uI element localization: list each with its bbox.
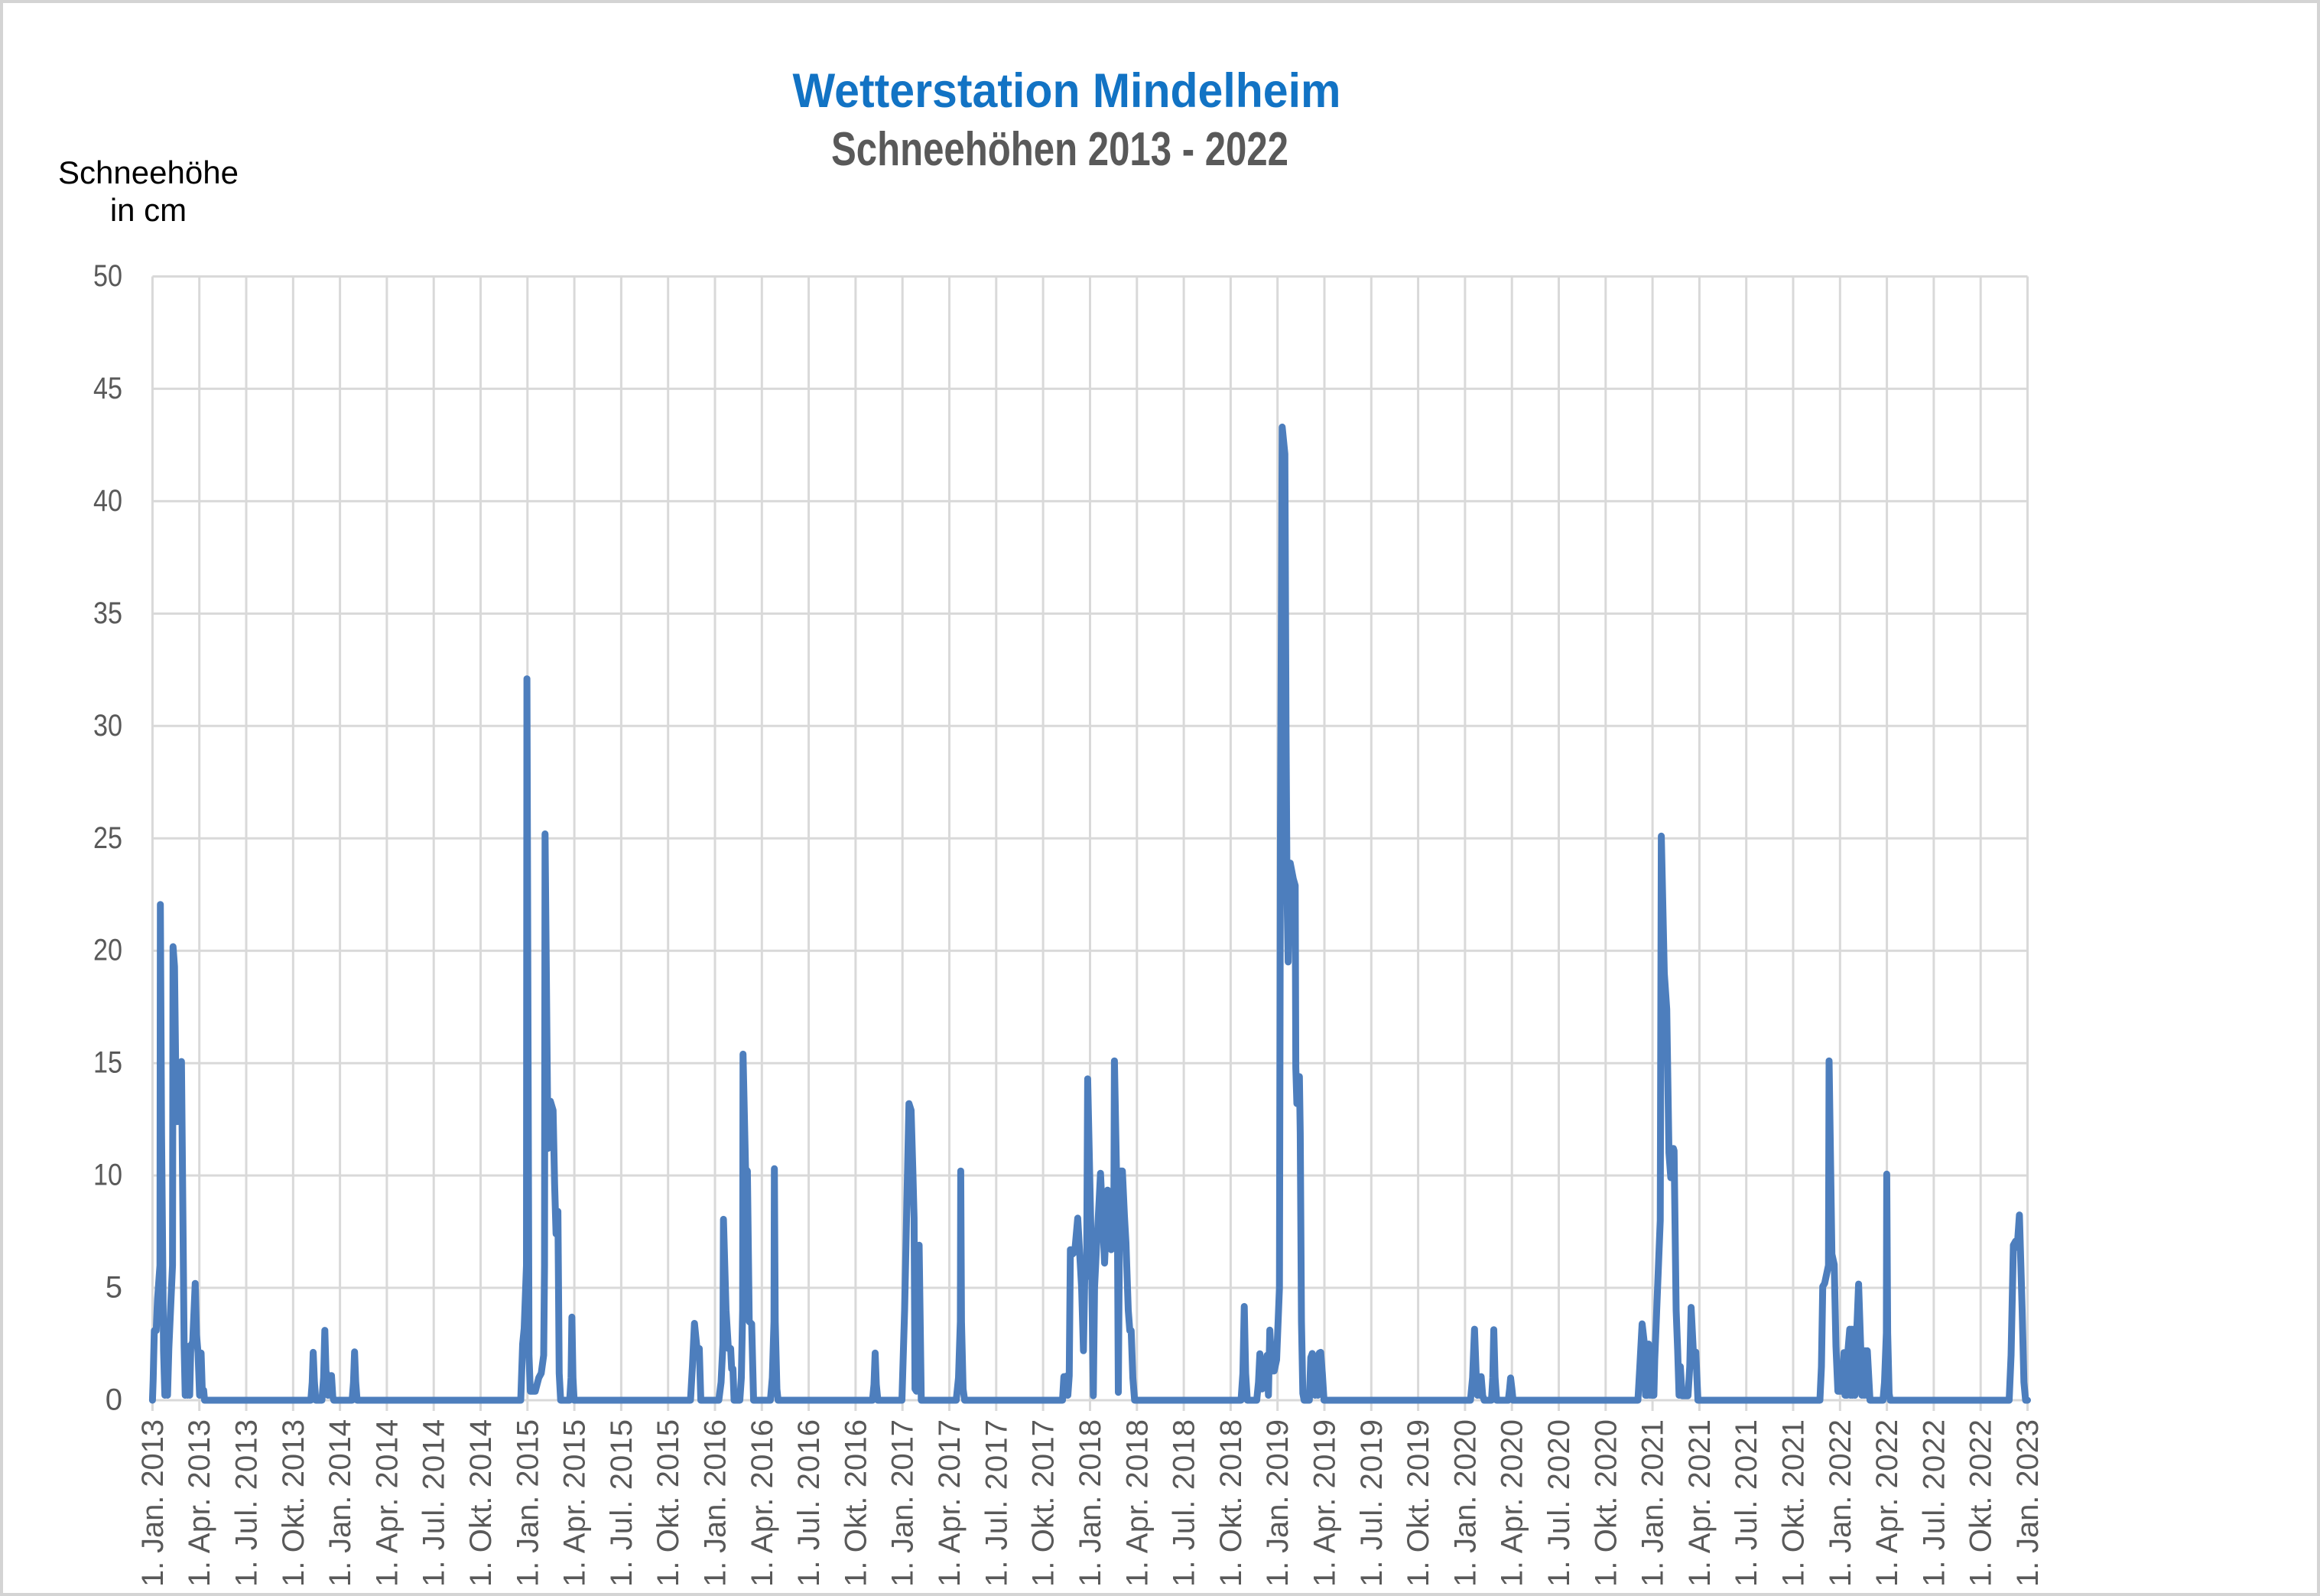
svg-text:1. Jul. 2015: 1. Jul. 2015 <box>605 1419 638 1587</box>
svg-text:35: 35 <box>93 596 122 630</box>
svg-text:1. Okt. 2017: 1. Okt. 2017 <box>1027 1419 1061 1587</box>
svg-text:1. Jul. 2018: 1. Jul. 2018 <box>1168 1419 1201 1587</box>
svg-text:1. Jan. 2021: 1. Jan. 2021 <box>1636 1419 1670 1587</box>
svg-text:1. Jul. 2016: 1. Jul. 2016 <box>792 1419 826 1587</box>
svg-text:1. Jul. 2020: 1. Jul. 2020 <box>1542 1419 1576 1587</box>
svg-text:1. Okt. 2022: 1. Okt. 2022 <box>1964 1419 1998 1587</box>
svg-text:1. Apr. 2014: 1. Apr. 2014 <box>370 1419 404 1587</box>
svg-text:1. Okt. 2015: 1. Okt. 2015 <box>651 1419 685 1587</box>
svg-text:1. Jan. 2022: 1. Jan. 2022 <box>1824 1419 1857 1587</box>
svg-text:1. Okt. 2018: 1. Okt. 2018 <box>1214 1419 1248 1587</box>
svg-text:1. Apr. 2016: 1. Apr. 2016 <box>746 1419 779 1587</box>
svg-text:5: 5 <box>106 1271 122 1305</box>
svg-text:1. Jan. 2016: 1. Jan. 2016 <box>699 1419 733 1587</box>
svg-text:25: 25 <box>93 821 122 855</box>
svg-text:1. Okt. 2020: 1. Okt. 2020 <box>1589 1419 1623 1587</box>
svg-text:1. Jan. 2014: 1. Jan. 2014 <box>323 1419 357 1587</box>
svg-text:15: 15 <box>93 1046 122 1080</box>
svg-text:10: 10 <box>93 1159 122 1192</box>
svg-text:1. Jan. 2017: 1. Jan. 2017 <box>886 1419 920 1587</box>
svg-text:1. Jan. 2018: 1. Jan. 2018 <box>1074 1419 1107 1587</box>
svg-text:1. Jan. 2020: 1. Jan. 2020 <box>1448 1419 1482 1587</box>
svg-text:1. Jul. 2013: 1. Jul. 2013 <box>230 1419 264 1587</box>
svg-text:1. Okt. 2016: 1. Okt. 2016 <box>839 1419 872 1587</box>
svg-text:1. Jan. 2013: 1. Jan. 2013 <box>136 1419 170 1587</box>
svg-text:1. Jul. 2022: 1. Jul. 2022 <box>1917 1419 1951 1587</box>
svg-text:1. Apr. 2015: 1. Apr. 2015 <box>558 1419 592 1587</box>
svg-text:50: 50 <box>93 259 122 293</box>
svg-text:1. Apr. 2013: 1. Apr. 2013 <box>183 1419 216 1587</box>
svg-text:20: 20 <box>93 934 122 967</box>
svg-text:1. Jul. 2014: 1. Jul. 2014 <box>418 1419 451 1587</box>
svg-text:1. Jul. 2019: 1. Jul. 2019 <box>1355 1419 1389 1587</box>
svg-text:30: 30 <box>93 709 122 743</box>
svg-text:1. Jan. 2015: 1. Jan. 2015 <box>511 1419 544 1587</box>
svg-text:1. Apr. 2021: 1. Apr. 2021 <box>1683 1419 1717 1587</box>
svg-text:1. Okt. 2013: 1. Okt. 2013 <box>277 1419 310 1587</box>
svg-text:1. Apr. 2020: 1. Apr. 2020 <box>1496 1419 1529 1587</box>
svg-text:1. Apr. 2018: 1. Apr. 2018 <box>1120 1419 1154 1587</box>
svg-text:40: 40 <box>93 484 122 518</box>
svg-text:1. Jan. 2023: 1. Jan. 2023 <box>2011 1419 2045 1587</box>
svg-text:1. Jul. 2017: 1. Jul. 2017 <box>980 1419 1013 1587</box>
svg-text:1. Apr. 2022: 1. Apr. 2022 <box>1870 1419 1904 1587</box>
svg-text:Schneehöhen 2013 - 2022: Schneehöhen 2013 - 2022 <box>831 123 1288 176</box>
svg-text:1. Okt. 2019: 1. Okt. 2019 <box>1402 1419 1435 1587</box>
svg-text:1. Jan. 2019: 1. Jan. 2019 <box>1261 1419 1295 1587</box>
svg-text:1. Jul. 2021: 1. Jul. 2021 <box>1730 1419 1763 1587</box>
svg-text:0: 0 <box>106 1383 122 1417</box>
svg-text:Wetterstation Mindelheim: Wetterstation Mindelheim <box>793 64 1341 118</box>
svg-text:45: 45 <box>93 372 122 405</box>
svg-text:1. Okt. 2014: 1. Okt. 2014 <box>464 1419 498 1587</box>
svg-text:1. Apr. 2017: 1. Apr. 2017 <box>933 1419 967 1587</box>
svg-text:1. Apr. 2019: 1. Apr. 2019 <box>1308 1419 1342 1587</box>
svg-text:1. Okt. 2021: 1. Okt. 2021 <box>1777 1419 1811 1587</box>
